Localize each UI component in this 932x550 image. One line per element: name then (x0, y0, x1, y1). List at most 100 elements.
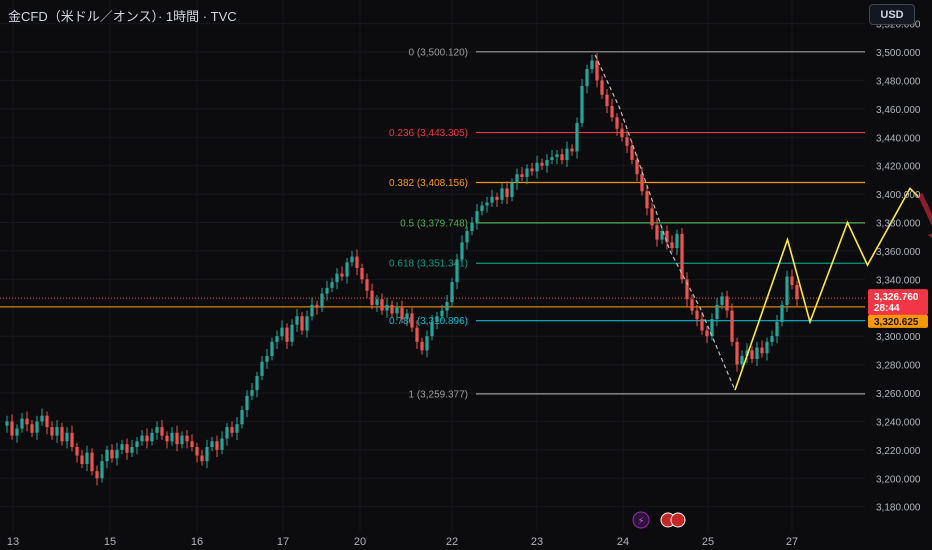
candle-body (240, 410, 244, 425)
candle-body (580, 86, 584, 124)
candle-body (110, 449, 114, 459)
y-tick-label: 3,420.000 (876, 162, 921, 173)
y-tick-label: 3,400.000 (876, 190, 921, 201)
candle-body (630, 145, 634, 160)
candle-body (115, 449, 119, 459)
y-tick-label: 3,460.000 (876, 105, 921, 116)
y-tick-label: 3,200.000 (876, 474, 921, 485)
candle-body (285, 327, 289, 342)
y-tick-label: 3,300.000 (876, 332, 921, 343)
candle-body (640, 174, 644, 192)
candle-body (470, 222, 474, 232)
candle-body (225, 427, 229, 439)
candle-body (690, 299, 694, 311)
candle-body (700, 319, 704, 331)
candle-body (505, 188, 509, 197)
currency-button[interactable]: USD (869, 4, 915, 25)
candle-body (355, 256, 359, 268)
candle-body (100, 461, 104, 479)
candle-body (70, 432, 74, 447)
candle-body (315, 304, 319, 308)
candle-body (565, 148, 569, 160)
candle-body (745, 350, 749, 357)
candle-body (385, 304, 389, 311)
candle-body (360, 267, 364, 280)
candle-body (210, 441, 214, 447)
candle-body (15, 428, 19, 436)
candle-body (460, 242, 464, 260)
candle-body (370, 290, 374, 305)
candle-body (465, 231, 469, 243)
candle-body (610, 105, 614, 118)
x-tick-label: 15 (104, 536, 116, 548)
candle-body (530, 168, 534, 172)
candle-body (415, 327, 419, 342)
chart-title: 金CFD（米ドル／オンス）· 1時間 · TVC (8, 9, 237, 24)
candle-body (405, 313, 409, 320)
candle-body (695, 310, 699, 320)
candle-body (435, 316, 439, 322)
candle-body (545, 159, 549, 166)
candles (5, 53, 799, 486)
candle-body (710, 319, 714, 337)
candle-body (105, 449, 109, 462)
candle-body (485, 202, 489, 206)
candle-body (455, 259, 459, 283)
candle-body (755, 347, 759, 359)
candle-body (605, 94, 609, 106)
candle-body (260, 361, 264, 376)
candle-body (75, 446, 79, 456)
candle-body (550, 157, 554, 160)
candle-body (770, 336, 774, 342)
candle-body (330, 282, 334, 288)
y-tick-label: 3,380.000 (876, 219, 921, 230)
candle-body (180, 435, 184, 445)
candle-body (510, 182, 514, 197)
candle-body (450, 282, 454, 303)
countdown-label: 28:44 (874, 303, 900, 314)
candle-body (130, 446, 134, 453)
candle-body (310, 304, 314, 317)
candle-body (280, 327, 284, 337)
candle-body (140, 435, 144, 442)
candle-body (720, 296, 724, 305)
candle-body (490, 196, 494, 203)
candle-body (585, 69, 589, 87)
y-tick-label: 3,260.000 (876, 389, 921, 400)
us-flag-icon (670, 512, 686, 528)
candle-body (590, 60, 594, 70)
down-arrow-shaft (917, 193, 932, 227)
candle-body (440, 310, 444, 317)
candle-body (525, 168, 529, 178)
candle-body (740, 356, 744, 365)
candle-body (305, 316, 309, 331)
x-tick-label: 25 (702, 536, 714, 548)
candle-body (150, 432, 154, 442)
candle-body (685, 279, 689, 300)
candle-body (390, 304, 394, 314)
candle-body (730, 310, 734, 342)
candle-body (145, 435, 149, 442)
candle-body (765, 341, 769, 354)
candle-body (680, 233, 684, 280)
candle-body (160, 427, 164, 436)
candle-body (365, 279, 369, 291)
candle-body (595, 60, 599, 81)
candle-body (80, 455, 84, 465)
candle-body (250, 390, 254, 396)
candle-body (175, 432, 179, 445)
candle-body (555, 154, 559, 158)
decline-dashed-path (594, 54, 736, 391)
x-tick-label: 22 (446, 536, 458, 548)
candle-body (125, 444, 129, 453)
candle-body (120, 444, 124, 450)
candle-body (650, 208, 654, 226)
candle-body (90, 452, 94, 472)
candle-body (265, 356, 269, 362)
candle-body (375, 299, 379, 305)
candle-body (750, 350, 754, 359)
x-tick-label: 13 (7, 536, 19, 548)
fib-label: 0.236 (3,443.305) (389, 128, 468, 139)
candle-body (655, 225, 659, 240)
